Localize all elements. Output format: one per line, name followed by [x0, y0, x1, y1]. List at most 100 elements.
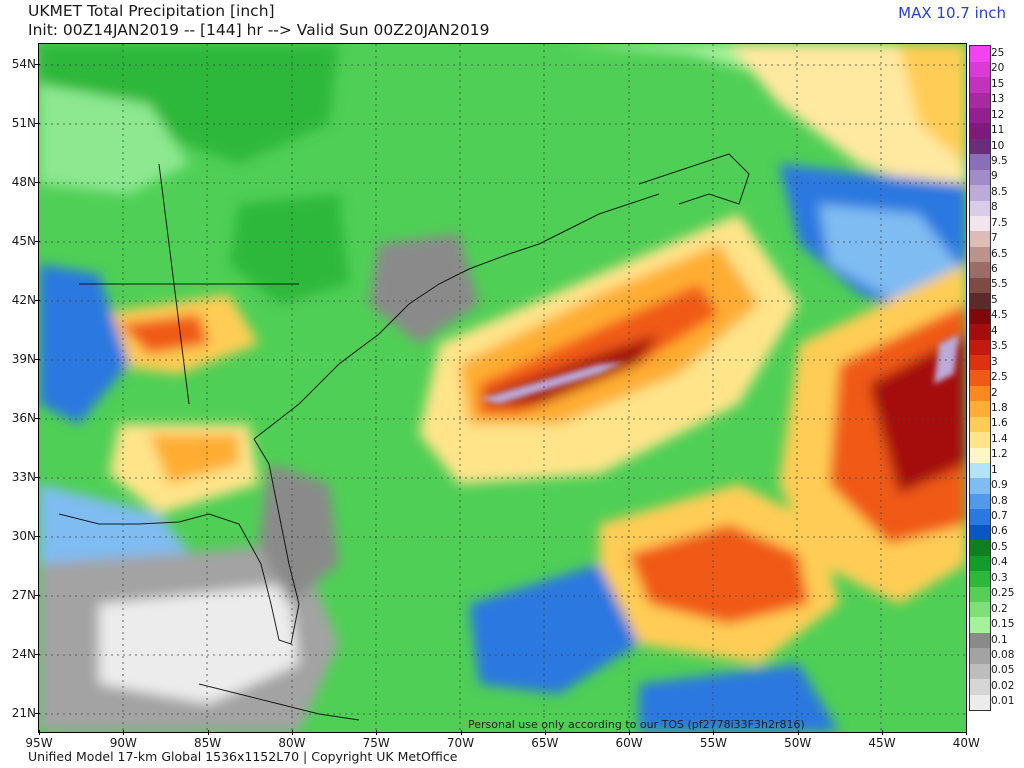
lat-label: 36N — [0, 411, 40, 425]
colorbar-label: 0.3 — [991, 571, 1008, 584]
lon-label: 85W — [188, 730, 228, 750]
colorbar-swatch — [970, 107, 990, 124]
colorbar-label: 0.01 — [991, 695, 1015, 708]
colorbar-swatch — [970, 123, 990, 139]
lat-label: 24N — [0, 647, 40, 661]
colorbar-swatch — [970, 509, 990, 525]
colorbar-swatch — [970, 169, 990, 186]
lon-label: 55W — [693, 730, 733, 750]
colorbar-swatch — [970, 679, 990, 695]
colorbar-label: 5.5 — [991, 278, 1008, 291]
lon-label: 75W — [356, 730, 396, 750]
colorbar-label: 1.4 — [991, 432, 1008, 445]
chart-title: UKMET Total Precipitation [inch] — [28, 2, 275, 20]
colorbar-swatch — [970, 231, 990, 247]
lat-label: 27N — [0, 588, 40, 602]
colorbar-label: 11 — [991, 124, 1005, 137]
colorbar-label: 0.2 — [991, 602, 1008, 615]
lon-label: 65W — [525, 730, 565, 750]
lon-label: 50W — [778, 730, 818, 750]
colorbar-swatch — [970, 339, 990, 355]
colorbar-swatch — [970, 648, 990, 664]
colorbar-label: 1.6 — [991, 417, 1008, 430]
colorbar-swatch — [970, 61, 990, 78]
lon-label: 90W — [103, 730, 143, 750]
colorbar-labels: 0.01 0.02 0.05 0.08 0.1 0.15 0.2 0.25 0.3 0.4 0.5 0… — [991, 45, 1024, 709]
colorbar-label: 3 — [991, 355, 998, 368]
colorbar-swatch — [970, 555, 990, 572]
colorbar-label: 0.25 — [991, 587, 1015, 600]
colorbar-swatch — [970, 324, 990, 340]
colorbar-label: 4 — [991, 324, 998, 337]
lon-label: 80W — [272, 730, 312, 750]
graticule — [39, 44, 966, 732]
colorbar-label: 9.5 — [991, 154, 1008, 167]
colorbar-swatch — [970, 601, 990, 618]
colorbar-swatch — [970, 617, 990, 633]
colorbar-swatch — [970, 632, 990, 649]
colorbar-label: 0.5 — [991, 540, 1008, 553]
model-credit: Unified Model 17-km Global 1536x1152L70 … — [28, 749, 458, 764]
lat-label: 42N — [0, 293, 40, 307]
colorbar-swatch — [970, 432, 990, 448]
colorbar-label: 2.5 — [991, 371, 1008, 384]
colorbar-label: 1.8 — [991, 401, 1008, 414]
colorbar-swatch — [970, 293, 990, 309]
colorbar-label: 6 — [991, 263, 998, 276]
init-valid-time: Init: 00Z14JAN2019 -- [144] hr --> Valid… — [28, 21, 490, 39]
colorbar-swatch — [970, 277, 990, 294]
precipitation-map[interactable] — [38, 43, 967, 733]
colorbar-label: 20 — [991, 62, 1005, 75]
colorbar — [969, 45, 991, 711]
colorbar-label: 0.7 — [991, 510, 1008, 523]
colorbar-label: 0.6 — [991, 525, 1008, 538]
lat-label: 21N — [0, 706, 40, 720]
colorbar-swatch — [970, 447, 990, 463]
lat-label: 30N — [0, 529, 40, 543]
colorbar-swatch — [970, 308, 990, 325]
colorbar-label: 8.5 — [991, 185, 1008, 198]
colorbar-swatch — [970, 524, 990, 541]
max-value-label: MAX 10.7 inch — [898, 4, 1006, 22]
colorbar-label: 0.4 — [991, 556, 1008, 569]
lat-label: 45N — [0, 234, 40, 248]
colorbar-swatch — [970, 200, 990, 216]
tos-notice: Personal use only according to our TOS (… — [468, 718, 805, 731]
colorbar-label: 3.5 — [991, 340, 1008, 353]
colorbar-swatch — [970, 694, 990, 710]
lat-label: 54N — [0, 57, 40, 71]
colorbar-swatch — [970, 571, 990, 587]
lat-label: 39N — [0, 352, 40, 366]
colorbar-label: 25 — [991, 46, 1005, 59]
colorbar-swatch — [970, 262, 990, 278]
colorbar-swatch — [970, 77, 990, 93]
colorbar-swatch — [970, 463, 990, 479]
colorbar-label: 15 — [991, 77, 1005, 90]
colorbar-swatch — [970, 138, 990, 155]
colorbar-label: 7 — [991, 232, 998, 245]
coastlines — [58, 153, 750, 721]
colorbar-swatch — [970, 216, 990, 232]
colorbar-swatch — [970, 154, 990, 170]
colorbar-swatch — [970, 401, 990, 417]
lon-label: 45W — [862, 730, 902, 750]
colorbar-swatch — [970, 416, 990, 433]
colorbar-label: 1.2 — [991, 448, 1008, 461]
colorbar-swatch — [970, 185, 990, 201]
lat-label: 48N — [0, 175, 40, 189]
colorbar-swatch — [970, 586, 990, 602]
lat-label: 33N — [0, 470, 40, 484]
colorbar-label: 0.08 — [991, 648, 1015, 661]
colorbar-swatch — [970, 354, 990, 371]
lon-label: 60W — [609, 730, 649, 750]
precipitation-field — [39, 44, 966, 732]
colorbar-swatch — [970, 493, 990, 510]
colorbar-label: 0.05 — [991, 664, 1015, 677]
colorbar-label: 10 — [991, 139, 1005, 152]
colorbar-swatch — [970, 540, 990, 556]
colorbar-label: 9 — [991, 170, 998, 183]
colorbar-swatch — [970, 663, 990, 680]
colorbar-label: 0.1 — [991, 633, 1008, 646]
colorbar-swatch — [970, 246, 990, 263]
colorbar-label: 0.15 — [991, 618, 1015, 631]
